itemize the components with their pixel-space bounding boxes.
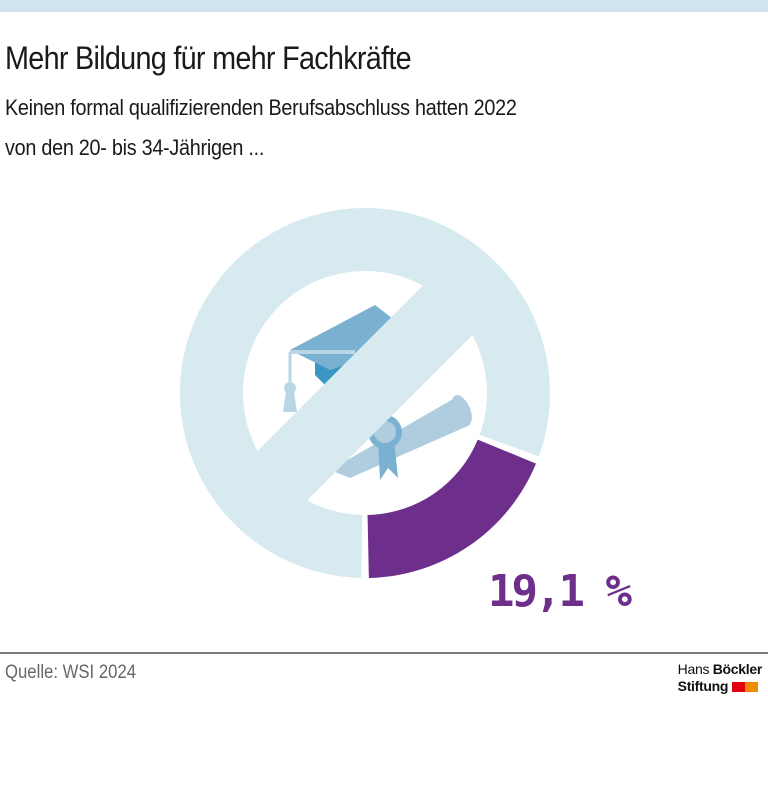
- source-note: Quelle: WSI 2024: [5, 662, 137, 683]
- hans-boeckler-logo: Hans Böckler Stiftung: [677, 661, 763, 694]
- chart-subtitle-line1: Keinen formal qualifizierenden Berufsabs…: [5, 95, 517, 120]
- diploma-icon: [330, 395, 472, 480]
- chart-subtitle-line2: von den 20- bis 34-Jährigen ...: [5, 135, 265, 160]
- footer-divider: [0, 652, 768, 654]
- donut-chart: 19,1 %: [179, 208, 635, 617]
- chart-title: Mehr Bildung für mehr Fachkräfte: [5, 40, 412, 76]
- top-bar: [0, 0, 768, 12]
- prohibition-slash: [241, 269, 489, 517]
- donut-slice-highlight: [367, 439, 536, 578]
- value-label: 19,1 %: [488, 566, 632, 617]
